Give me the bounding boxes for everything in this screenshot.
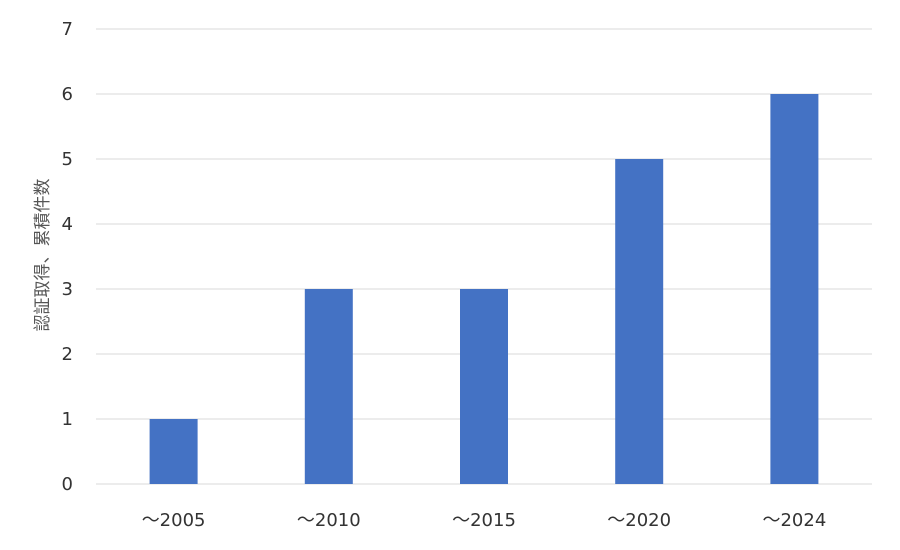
bar	[149, 419, 198, 484]
bars	[149, 94, 819, 484]
y-axis-title: 認証取得、累積件数	[33, 179, 53, 332]
x-tick-label: ～2015	[452, 510, 516, 531]
y-tick-label: 5	[62, 149, 73, 170]
bar	[304, 289, 353, 484]
y-tick-label: 2	[62, 344, 73, 365]
y-tick-labels: 0 1 2 3 4 5 6 7	[62, 19, 73, 495]
y-tick-label: 3	[62, 279, 73, 300]
bar	[770, 94, 819, 484]
x-tick-label: ～2024	[762, 510, 826, 531]
y-tick-label: 4	[62, 214, 73, 235]
y-tick-label: 6	[62, 84, 73, 105]
y-tick-label: 0	[62, 474, 73, 495]
y-tick-label: 1	[62, 409, 73, 430]
bar	[615, 159, 664, 484]
x-tick-label: ～2010	[297, 510, 361, 531]
x-tick-labels: ～2005 ～2010 ～2015 ～2020 ～2024	[142, 510, 827, 531]
x-tick-label: ～2020	[607, 510, 671, 531]
x-tick-label: ～2005	[142, 510, 206, 531]
bar	[460, 289, 508, 484]
y-tick-label: 7	[62, 19, 73, 40]
